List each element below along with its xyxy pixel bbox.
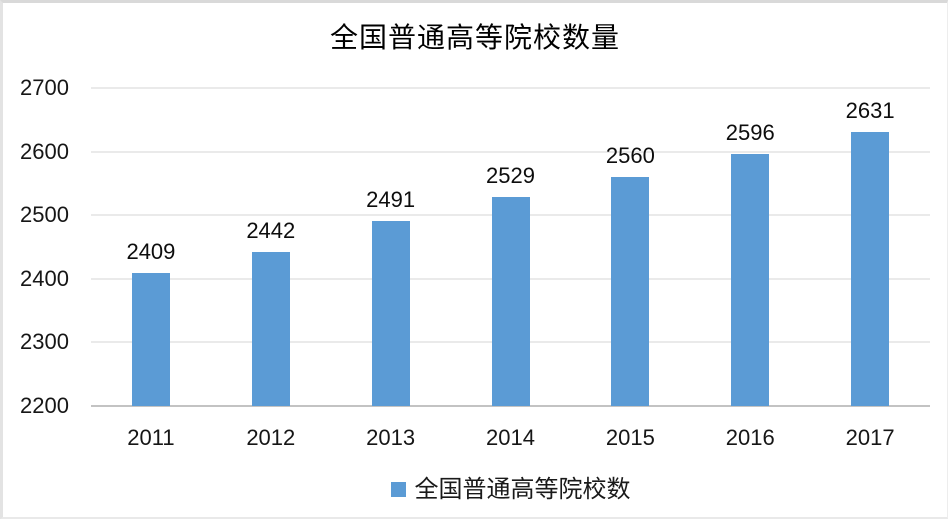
bar (491, 196, 530, 406)
bar (731, 154, 770, 406)
gridline (91, 87, 930, 89)
bar-slot: 2596 (690, 88, 810, 406)
y-tick-label: 2300 (20, 329, 69, 355)
bar (131, 273, 170, 406)
bar-slot: 2529 (451, 88, 571, 406)
bar-data-label: 2529 (486, 162, 535, 188)
x-tick-label: 2011 (127, 425, 175, 450)
bar-data-label: 2491 (366, 186, 416, 212)
bar-slot: 2442 (211, 88, 331, 406)
y-tick-label: 2400 (20, 265, 69, 291)
bar-series: 2409 2442 2491 2529 2560 2596 2631 (91, 88, 930, 406)
bar-data-label: 2442 (246, 218, 296, 244)
bar-slot: 2491 (331, 88, 451, 406)
plot-area: 2409 2442 2491 2529 2560 2596 2631 (91, 87, 930, 407)
y-tick-label: 2600 (20, 138, 69, 164)
bar-slot: 2409 (91, 88, 211, 406)
x-tick-label: 2017 (845, 425, 895, 450)
y-tick-label: 2500 (20, 202, 69, 228)
x-tick-label: 2015 (605, 425, 655, 450)
bar-slot: 2560 (570, 88, 690, 406)
legend: 全国普通高等院校数 (91, 469, 930, 504)
legend-swatch (390, 482, 406, 497)
legend-label: 全国普通高等院校数 (414, 475, 631, 503)
y-axis-labels: 2700 2600 2500 2400 2300 2200 (3, 75, 69, 418)
x-tick-label: 2013 (366, 425, 416, 450)
bar (251, 252, 290, 406)
bar-data-label: 2596 (725, 120, 775, 146)
bar (371, 220, 410, 406)
bar-data-label: 2409 (126, 239, 176, 265)
x-axis-labels: 2011 2012 2013 2014 2015 2016 2017 (91, 406, 930, 451)
bar (611, 177, 650, 406)
x-tick-label: 2014 (486, 425, 535, 450)
y-tick-label: 2700 (20, 75, 69, 100)
bar-data-label: 2560 (605, 143, 655, 169)
bar-slot: 2631 (810, 88, 930, 406)
bar-data-label: 2631 (845, 97, 895, 123)
chart-title: 全国普通高等院校数量 (329, 21, 620, 54)
x-tick-label: 2016 (725, 425, 775, 450)
bar (851, 131, 890, 406)
x-axis-line (91, 405, 930, 407)
y-tick-label: 2200 (20, 393, 69, 418)
gridline (91, 151, 930, 153)
x-tick-label: 2012 (246, 425, 296, 450)
